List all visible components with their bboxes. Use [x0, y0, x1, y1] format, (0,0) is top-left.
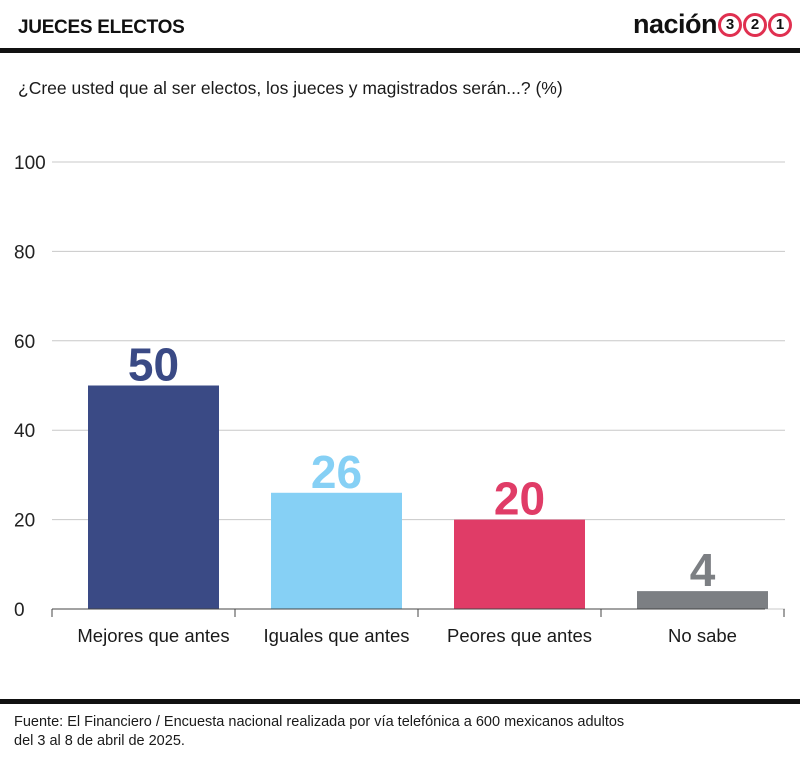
y-tick-label: 60 — [14, 332, 35, 353]
data-label: 4 — [690, 544, 716, 596]
y-tick-label: 0 — [14, 600, 25, 621]
bar — [637, 591, 768, 609]
bottom-divider — [0, 699, 800, 704]
data-label: 50 — [128, 339, 179, 391]
source-line-2: del 3 al 8 de abril de 2025. — [14, 733, 185, 749]
x-tick-label: No sabe — [668, 625, 737, 646]
x-tick-label: Mejores que antes — [77, 625, 229, 646]
header: JUECES ELECTOS nación 3 2 1 — [0, 0, 800, 50]
brand-digit-1: 1 — [768, 12, 792, 37]
top-divider — [0, 48, 800, 53]
bar — [271, 492, 402, 609]
bar — [454, 519, 585, 609]
data-label: 26 — [311, 446, 362, 498]
bar — [88, 385, 219, 609]
y-tick-label: 80 — [14, 242, 35, 263]
x-tick-label: Peores que antes — [447, 625, 592, 646]
x-tick-label: Iguales que antes — [263, 625, 409, 646]
data-label: 20 — [494, 473, 545, 525]
brand-digit-2: 2 — [743, 12, 767, 37]
brand-word: nación — [632, 9, 718, 39]
chart-question: ¿Cree usted que al ser electos, los juec… — [18, 78, 563, 98]
source-note: Fuente: El Financiero / Encuesta naciona… — [14, 713, 794, 751]
y-tick-label: 40 — [14, 421, 35, 442]
y-tick-label: 100 — [14, 153, 46, 174]
chart-header-title: JUECES ELECTOS — [18, 17, 185, 38]
bar-chart: 0 20 40 60 80 100 50 Mejores que antes 26 Iguales… — [14, 153, 785, 646]
source-line-1: Fuente: El Financiero / Encuesta naciona… — [14, 714, 625, 730]
y-tick-label: 20 — [14, 511, 35, 532]
brand-digit-3: 3 — [718, 12, 742, 37]
brand-logo: nación 3 2 1 — [633, 9, 792, 40]
